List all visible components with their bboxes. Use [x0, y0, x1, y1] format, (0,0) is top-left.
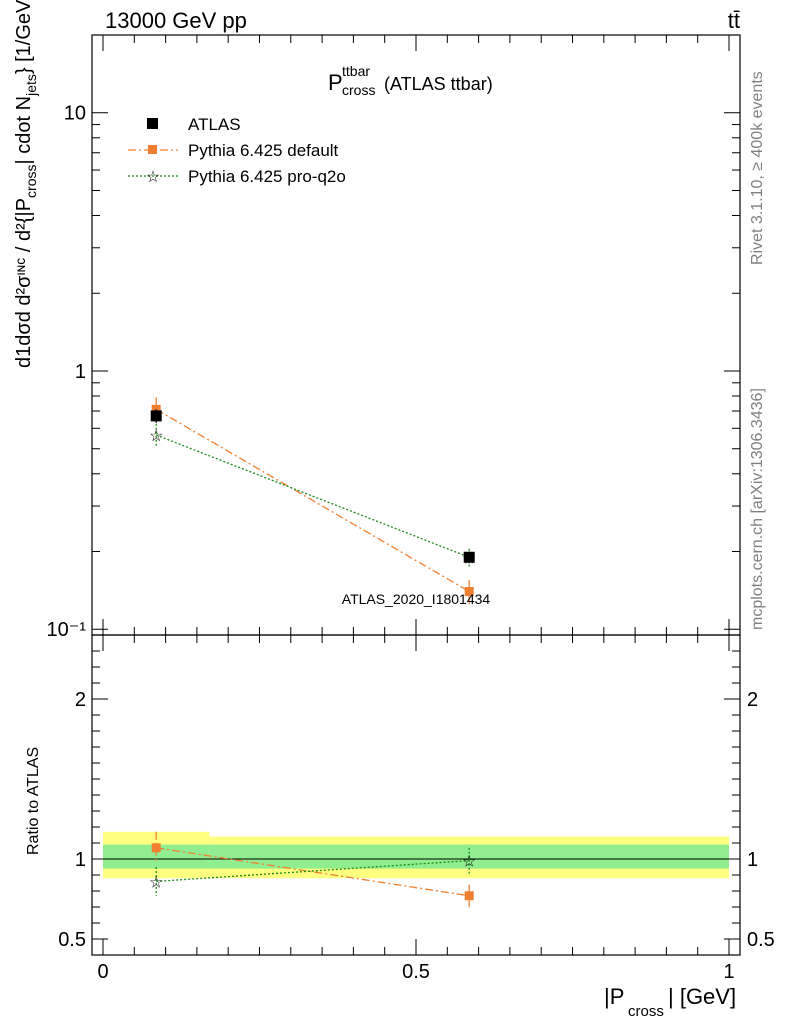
- analysis-watermark: ATLAS_2020_I1801434: [342, 591, 491, 607]
- x-tick-label: 0: [97, 961, 108, 983]
- ratio-frame: [91, 634, 741, 956]
- legend-proq2o-label: Pythia 6.425 pro-q2o: [188, 167, 346, 186]
- ratio-default-point: [464, 891, 474, 901]
- main-y-tick-label: 1: [75, 361, 86, 383]
- ratio-default-point: [151, 843, 161, 853]
- main-y-label-text: d1dσd d²σᶦᶰᶜ / d²{|Pcross| cdot Njets} […: [13, 0, 39, 368]
- main-y-axis-label: d1dσd d²σᶦᶰᶜ / d²{|Pcross| cdot Njets} […: [13, 0, 39, 368]
- x-tick-label: 1: [723, 961, 734, 983]
- main-proq2o-point: ☆: [149, 428, 163, 445]
- title-superscript: ttbar: [342, 63, 370, 79]
- main-default-line: [155, 408, 470, 593]
- x-axis-label: |P cross | [GeV]: [604, 984, 736, 1020]
- ratio-y-axis-label: Ratio to ATLAS: [25, 747, 42, 855]
- mcplots-label: mcplots.cern.ch [arXiv:1306.3436]: [749, 388, 766, 630]
- ratio-proq2o-line: [156, 859, 470, 883]
- x-tick-label: 0.5: [402, 961, 430, 983]
- data-marks: ☆☆☆☆: [149, 397, 476, 907]
- ratio-proq2o-point: ☆: [462, 854, 476, 871]
- x-label-suffix: | [GeV]: [668, 984, 736, 1009]
- legend: ATLAS Pythia 6.425 default ☆ Pythia 6.42…: [128, 115, 346, 186]
- main-atlas-point: [463, 551, 475, 563]
- title-suffix: (ATLAS ttbar): [384, 74, 493, 94]
- main-y-tick-label: 10⁻¹: [47, 619, 87, 641]
- main-default-point: [464, 587, 474, 597]
- ratio-y-tick-label-right: 0.5: [747, 929, 775, 951]
- ratio-default-line: [156, 847, 470, 897]
- main-y-tick-label: 10: [64, 103, 86, 125]
- header-channel: tt̄: [728, 8, 740, 33]
- x-label-base: |P: [604, 984, 624, 1009]
- axis-ticks: [92, 34, 740, 956]
- header-process: 13000 GeV pp: [105, 8, 247, 33]
- title-subscript: cross: [342, 82, 375, 98]
- main-proq2o-line: [155, 434, 470, 558]
- ratio-y-tick-label: 0.5: [58, 929, 86, 951]
- x-label-subscript: cross: [628, 1003, 664, 1020]
- axis-tick-labels: 10⁻¹ 1 10 0 0.5 1 0.5 0.5 1 1 2 2: [47, 103, 775, 983]
- legend-default-marker: [148, 145, 157, 154]
- rivet-label: Rivet 3.1.10, ≥ 400k events: [749, 71, 766, 265]
- main-title: P ttbar cross (ATLAS ttbar): [328, 63, 493, 98]
- title-symbol: P: [328, 70, 343, 95]
- legend-atlas-marker: [147, 118, 158, 129]
- ratio-proq2o-point: ☆: [149, 874, 163, 891]
- ratio-y-tick-label: 2: [75, 689, 86, 711]
- ratio-y-tick-label-right: 1: [747, 849, 758, 871]
- legend-atlas-label: ATLAS: [188, 115, 241, 134]
- ratio-y-tick-label-right: 2: [747, 689, 758, 711]
- ratio-y-tick-label: 1: [75, 849, 86, 871]
- legend-default-label: Pythia 6.425 default: [188, 141, 339, 160]
- ratio-uncertainty-bands: [103, 831, 730, 879]
- main-atlas-point: [150, 410, 162, 422]
- legend-proq2o-marker: ☆: [146, 169, 160, 186]
